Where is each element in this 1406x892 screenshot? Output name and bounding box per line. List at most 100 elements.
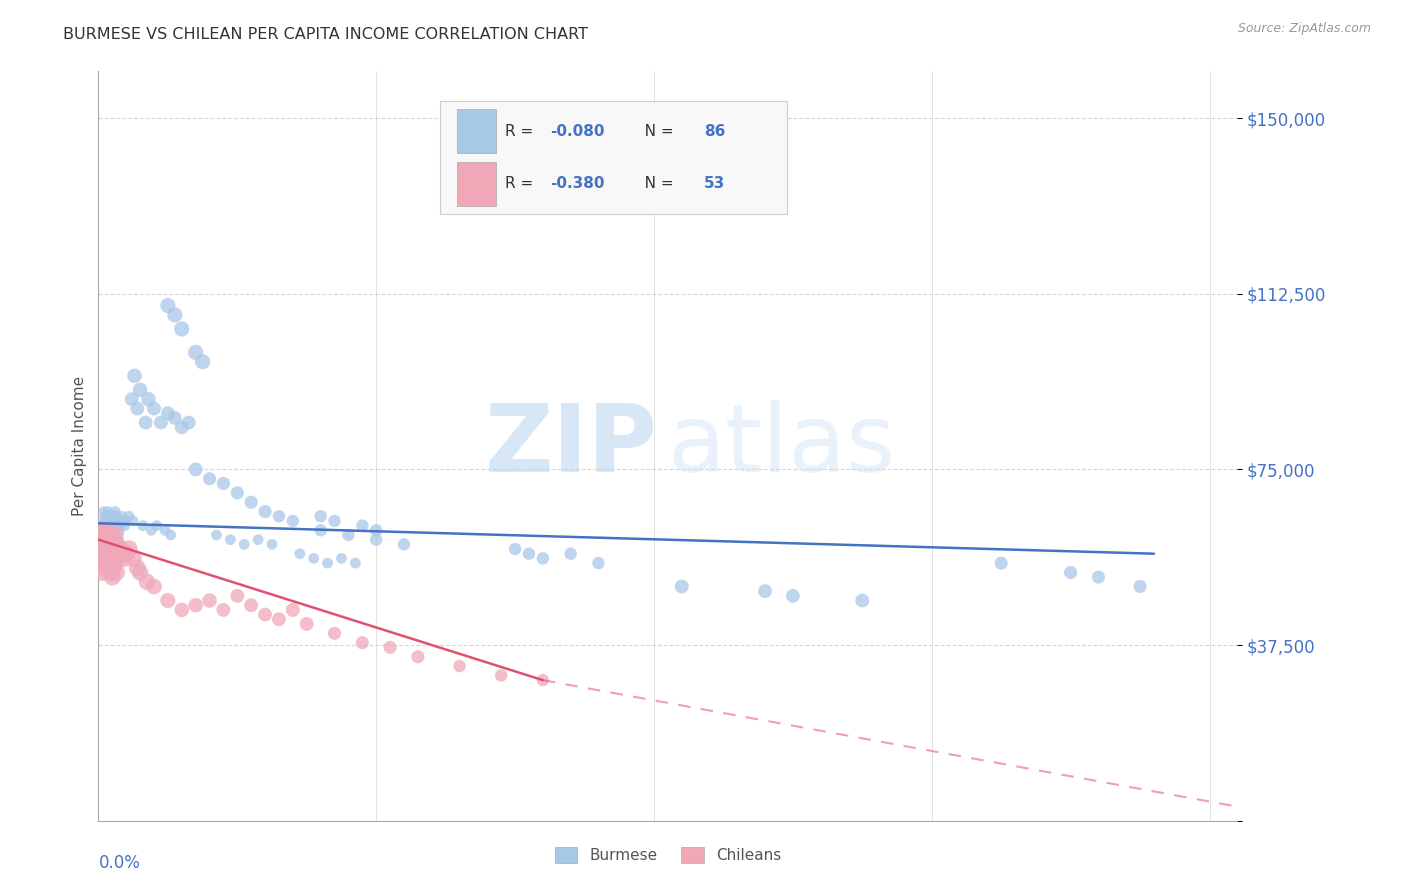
Point (517, 547, 540, 561)
Point (267, 612, 290, 626)
Point (337, 528, 360, 542)
Point (101, 542, 124, 557)
Point (309, 523, 332, 537)
Point (406, 649, 429, 664)
Point (135, 416, 157, 430)
Point (560, 547, 582, 561)
FancyBboxPatch shape (440, 102, 787, 214)
Point (100, 537, 122, 551)
Point (378, 640, 401, 655)
Point (212, 476, 235, 491)
Point (198, 472, 221, 486)
Point (93, 561, 115, 575)
Y-axis label: Per Capita Income: Per Capita Income (72, 376, 87, 516)
Point (851, 593, 873, 607)
Point (98, 533, 121, 547)
Point (90, 533, 112, 547)
Point (170, 420, 193, 434)
Text: 53: 53 (704, 177, 725, 191)
Point (212, 603, 235, 617)
Text: 0.0%: 0.0% (98, 855, 141, 872)
Point (94, 509, 117, 524)
Text: Source: ZipAtlas.com: Source: ZipAtlas.com (1237, 22, 1371, 36)
Point (118, 509, 141, 524)
Point (531, 673, 554, 688)
Point (219, 533, 242, 547)
Text: atlas: atlas (668, 400, 896, 492)
Point (132, 518, 155, 533)
Point (145, 518, 167, 533)
Point (122, 551, 145, 566)
Point (111, 547, 134, 561)
Point (366, 533, 388, 547)
Point (302, 551, 325, 566)
Point (170, 322, 193, 336)
Point (100, 566, 122, 580)
Point (118, 542, 141, 557)
Point (316, 556, 339, 570)
Point (754, 584, 776, 599)
Point (90, 518, 112, 533)
Text: -0.080: -0.080 (551, 124, 605, 139)
Point (129, 566, 152, 580)
Point (111, 509, 134, 524)
Point (121, 392, 143, 407)
Point (101, 570, 124, 584)
Point (177, 416, 200, 430)
Point (226, 485, 249, 500)
Point (163, 308, 186, 322)
Point (366, 523, 388, 537)
Point (170, 603, 193, 617)
Point (96, 514, 118, 528)
Point (990, 556, 1012, 570)
Point (156, 593, 179, 607)
Point (281, 514, 304, 528)
Point (149, 416, 172, 430)
Point (260, 537, 283, 551)
Point (233, 537, 256, 551)
Text: ZIP: ZIP (485, 400, 658, 492)
Point (98, 509, 121, 524)
Point (588, 556, 610, 570)
Point (184, 462, 207, 476)
Point (143, 580, 166, 594)
FancyBboxPatch shape (457, 161, 496, 206)
Point (143, 401, 166, 416)
Point (105, 509, 128, 524)
FancyBboxPatch shape (457, 109, 496, 153)
Point (101, 518, 124, 533)
Point (392, 537, 415, 551)
Point (184, 345, 207, 359)
Point (352, 518, 374, 533)
Point (247, 533, 270, 547)
Point (782, 589, 804, 603)
Point (110, 542, 132, 557)
Point (97, 505, 120, 519)
Point (531, 551, 554, 566)
Point (1129, 580, 1152, 594)
Point (309, 509, 332, 524)
Point (127, 401, 149, 416)
Point (1059, 566, 1081, 580)
Point (103, 533, 125, 547)
Point (112, 551, 135, 566)
Point (198, 593, 221, 607)
Point (108, 518, 131, 533)
Point (107, 542, 129, 557)
Point (97, 523, 120, 537)
Point (104, 505, 127, 519)
Point (156, 298, 179, 313)
Point (97, 556, 120, 570)
Point (344, 556, 367, 570)
Point (136, 574, 159, 589)
Point (281, 603, 304, 617)
Point (122, 514, 145, 528)
Text: R =: R = (505, 177, 538, 191)
Point (254, 607, 277, 622)
Point (141, 523, 163, 537)
Point (105, 566, 128, 580)
Point (163, 411, 186, 425)
Point (89, 523, 111, 537)
Point (103, 509, 125, 524)
Point (91, 566, 114, 580)
